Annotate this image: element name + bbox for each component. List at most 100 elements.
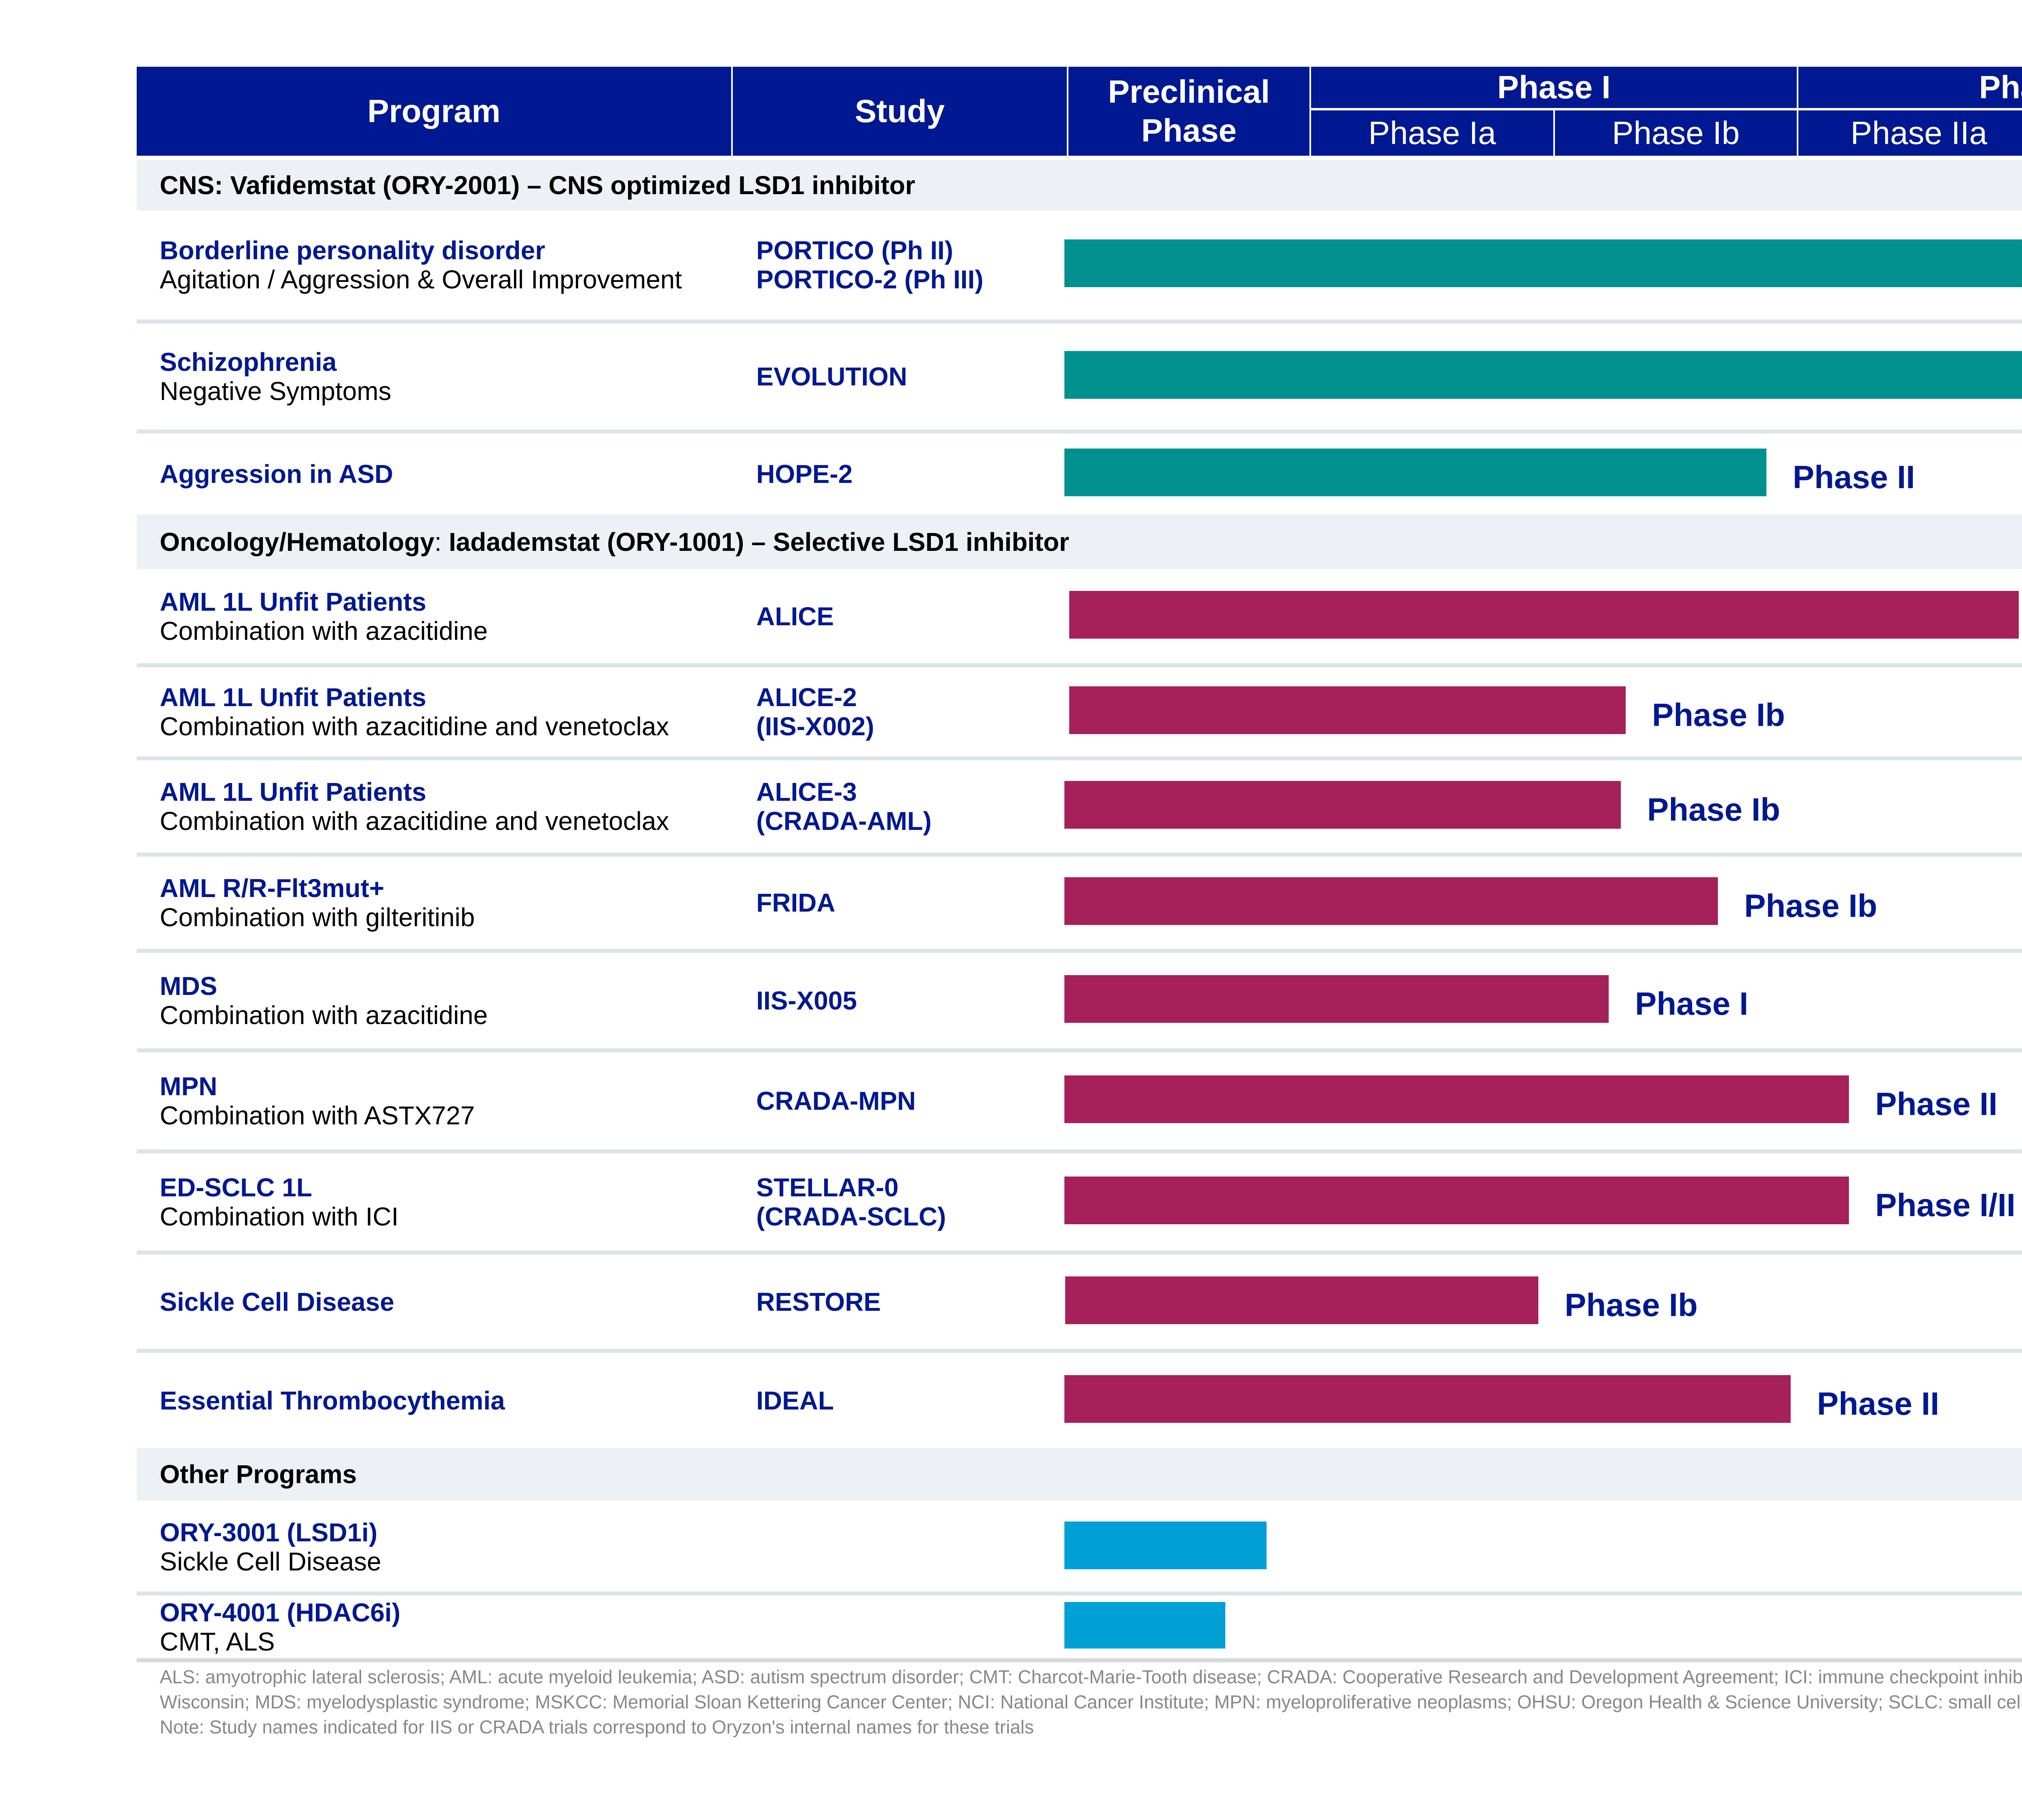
bar-phase-label: Phase Ib bbox=[1744, 888, 1878, 924]
program-cell: MDS Combination with azacitidine bbox=[160, 953, 726, 1048]
study-name: ALICE bbox=[756, 601, 834, 631]
pipeline-bar bbox=[1064, 449, 1766, 496]
study-cell: STELLAR-0 (CRADA-SCLC) bbox=[756, 1153, 1064, 1251]
program-name: Essential Thrombocythemia bbox=[160, 1386, 505, 1415]
program-name: AML 1L Unfit Patients bbox=[160, 777, 427, 806]
bar-phase-label: Phase II bbox=[1875, 1086, 1998, 1122]
program-name: AML R/R-Flt3mut+ bbox=[160, 874, 385, 903]
program-subtitle: Agitation / Aggression & Overall Improve… bbox=[160, 265, 682, 294]
study-name: EVOLUTION bbox=[756, 362, 907, 391]
study-cell: PORTICO (Ph II) PORTICO-2 (Ph III) bbox=[756, 210, 1064, 320]
program-cell: ED-SCLC 1L Combination with ICI bbox=[160, 1153, 726, 1251]
program-name: Sickle Cell Disease bbox=[160, 1287, 394, 1316]
pipeline-bar bbox=[1064, 781, 1621, 829]
program-subtitle: Combination with gilteritinib bbox=[160, 903, 475, 932]
program-cell: ORY-4001 (HDAC6i) CMT, ALS bbox=[160, 1596, 726, 1658]
program-name: MDS bbox=[160, 971, 218, 1001]
table-bottom-rule bbox=[137, 1658, 2022, 1662]
program-cell: Borderline personality disorder Agitation… bbox=[160, 210, 726, 320]
row-separator bbox=[137, 1048, 2022, 1052]
section-cns-label: CNS: Vafidemstat (ORY-2001) – CNS optimi… bbox=[160, 170, 916, 200]
section-other-label: Other Programs bbox=[160, 1460, 357, 1489]
program-cell: ORY-3001 (LSD1i) Sickle Cell Disease bbox=[160, 1503, 726, 1591]
program-cell: AML 1L Unfit Patients Combination with az… bbox=[160, 760, 726, 853]
study-name: STELLAR-0 bbox=[756, 1173, 899, 1202]
study-cell: FRIDA bbox=[756, 857, 1064, 949]
footnotes: ALS: amyotrophic lateral sclerosis; AML:… bbox=[160, 1664, 2022, 1740]
pipeline-bar bbox=[1064, 1522, 1267, 1569]
program-subtitle: Combination with ICI bbox=[160, 1202, 399, 1231]
row-separator bbox=[137, 663, 2022, 667]
program-cell: Aggression in ASD bbox=[160, 434, 726, 514]
pipeline-bar bbox=[1064, 1375, 1791, 1423]
pipeline-bar bbox=[1064, 351, 2022, 399]
header-study: Study bbox=[733, 67, 1067, 156]
program-cell: AML 1L Unfit Patients Combination with az… bbox=[160, 667, 726, 756]
footnote-line: Note: Study names indicated for IIS or C… bbox=[160, 1716, 1034, 1737]
header-preclinical: Preclinical Phase bbox=[1068, 67, 1309, 156]
program-name: AML 1L Unfit Patients bbox=[160, 683, 427, 712]
section-onc-band bbox=[137, 514, 2022, 569]
header-phase-2a: Phase IIa bbox=[1798, 110, 2022, 156]
study-name: HOPE-2 bbox=[756, 459, 853, 489]
program-cell: AML R/R-Flt3mut+ Combination with gilteri… bbox=[160, 857, 726, 949]
bar-phase-label: Phase I bbox=[1635, 986, 1749, 1022]
program-subtitle: Sickle Cell Disease bbox=[160, 1547, 381, 1576]
study-name: ALICE-3 bbox=[756, 777, 857, 806]
row-separator bbox=[137, 1591, 2022, 1596]
header-phase-1a: Phase Ia bbox=[1311, 110, 1553, 156]
program-name: Aggression in ASD bbox=[160, 459, 393, 489]
footnote-line: ALS: amyotrophic lateral sclerosis; AML:… bbox=[160, 1666, 2022, 1687]
program-subtitle: Combination with azacitidine bbox=[160, 1001, 488, 1030]
section-cns-band bbox=[137, 160, 2022, 210]
program-name: ORY-4001 (HDAC6i) bbox=[160, 1598, 401, 1627]
pipeline-bar bbox=[1064, 1177, 1849, 1224]
study-cell: HOPE-2 bbox=[756, 434, 1064, 514]
program-subtitle: Negative Symptoms bbox=[160, 377, 391, 406]
program-subtitle: Combination with azacitidine bbox=[160, 616, 488, 645]
pipeline-bar bbox=[1069, 590, 2019, 639]
header-phase-1: Phase I bbox=[1311, 67, 1797, 108]
program-name: Borderline personality disorder bbox=[160, 236, 546, 265]
footnote-line: Wisconsin; MDS: myelodysplastic syndrome… bbox=[160, 1691, 2022, 1712]
program-name: Schizophrenia bbox=[160, 347, 337, 377]
pipeline-bar bbox=[1064, 877, 1718, 925]
pipeline-bar bbox=[1069, 686, 1626, 734]
header-phase-2: Phase II bbox=[1798, 67, 2022, 108]
study-cell: IDEAL bbox=[756, 1353, 1064, 1448]
pipeline-bar bbox=[1064, 975, 1609, 1023]
row-separator bbox=[137, 1251, 2022, 1255]
program-name: MPN bbox=[160, 1072, 218, 1101]
pipeline-bar bbox=[1065, 1276, 1538, 1324]
program-cell: AML 1L Unfit Patients Combination with az… bbox=[160, 569, 726, 663]
row-separator bbox=[137, 430, 2022, 434]
study-cell bbox=[756, 1503, 1064, 1591]
row-separator bbox=[137, 320, 2022, 324]
study-name: (CRADA-AML) bbox=[756, 806, 932, 836]
study-name: PORTICO-2 (Ph III) bbox=[756, 265, 984, 294]
row-separator bbox=[137, 853, 2022, 857]
study-name: (CRADA-SCLC) bbox=[756, 1202, 946, 1231]
bar-phase-label: Phase Ib bbox=[1647, 791, 1781, 827]
study-name: IIS-X005 bbox=[756, 986, 857, 1015]
pipeline-bar bbox=[1064, 1602, 1225, 1649]
row-separator bbox=[137, 949, 2022, 953]
study-cell: ALICE-3 (CRADA-AML) bbox=[756, 760, 1064, 853]
program-subtitle: CMT, ALS bbox=[160, 1627, 275, 1656]
program-subtitle: Combination with azacitidine and venetoc… bbox=[160, 806, 669, 836]
study-cell: RESTORE bbox=[756, 1255, 1064, 1349]
program-subtitle: Combination with ASTX727 bbox=[160, 1101, 475, 1130]
study-name: ALICE-2 bbox=[756, 683, 857, 712]
bar-phase-label: Phase II bbox=[1793, 459, 1915, 495]
study-name: FRIDA bbox=[756, 888, 835, 917]
program-cell: Schizophrenia Negative Symptoms bbox=[160, 324, 726, 430]
program-subtitle: Combination with azacitidine and venetoc… bbox=[160, 712, 669, 741]
study-cell: ALICE-2 (IIS-X002) bbox=[756, 667, 1064, 756]
study-cell: IIS-X005 bbox=[756, 953, 1064, 1048]
program-name: AML 1L Unfit Patients bbox=[160, 587, 427, 616]
study-name: RESTORE bbox=[756, 1287, 881, 1316]
header-phase-1b: Phase Ib bbox=[1555, 110, 1797, 156]
study-name: (IIS-X002) bbox=[756, 712, 874, 741]
study-cell: CRADA-MPN bbox=[756, 1052, 1064, 1149]
row-separator bbox=[137, 1349, 2022, 1353]
